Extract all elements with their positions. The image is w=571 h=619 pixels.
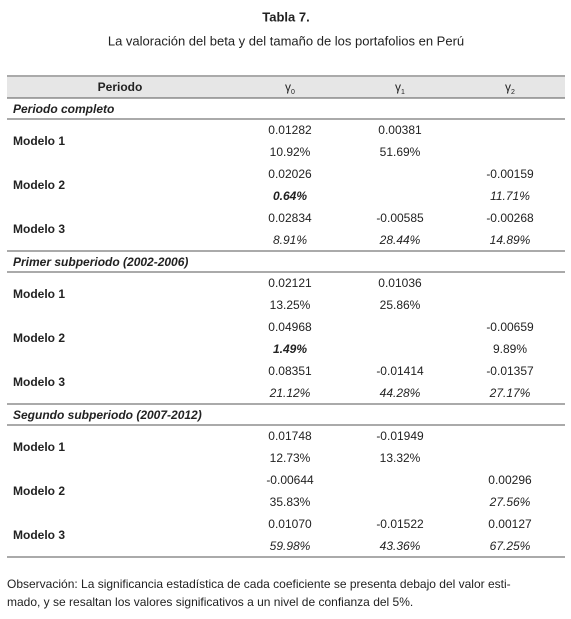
coefficient: 0.00381	[378, 123, 422, 137]
significance: 9.89%	[493, 342, 527, 356]
coefficient: 0.01282	[268, 123, 312, 137]
header-cell: γ0	[285, 80, 295, 96]
coefficient: 0.00296	[488, 473, 532, 487]
note-line: Observación: La significancia estadístic…	[7, 577, 511, 591]
significance: 10.92%	[270, 145, 311, 159]
significance: 14.89%	[490, 233, 531, 247]
coefficient: -0.00159	[486, 167, 534, 181]
significance: 43.36%	[380, 539, 421, 553]
coefficient: 0.08351	[268, 364, 312, 378]
header-cell: γ2	[505, 80, 515, 96]
significance: 27.56%	[489, 495, 531, 509]
significance: 8.91%	[273, 233, 307, 247]
header-cell: γ1	[395, 80, 405, 96]
significance: 11.71%	[490, 189, 530, 203]
row-label: Modelo 3	[13, 375, 65, 389]
significance: 25.86%	[380, 298, 421, 312]
gamma-symbol: γ	[505, 80, 511, 94]
row-label: Modelo 2	[13, 331, 65, 345]
coefficient: 0.00127	[488, 517, 532, 531]
coefficient: -0.00268	[486, 211, 534, 225]
gamma-symbol: γ	[395, 80, 401, 94]
row-label: Modelo 2	[13, 178, 65, 192]
coefficient: 0.02026	[268, 167, 312, 181]
significance: 13.25%	[270, 298, 311, 312]
coefficient: -0.01522	[376, 517, 424, 531]
significance: 35.83%	[270, 495, 311, 509]
title: Tabla 7.	[262, 9, 309, 24]
significance: 67.25%	[490, 539, 531, 553]
row-label: Modelo 2	[13, 484, 65, 498]
coefficient: 0.01036	[378, 276, 422, 290]
significance: 21.12%	[269, 386, 311, 400]
header-band	[7, 77, 565, 98]
significance: 0.64%	[273, 189, 307, 203]
header-cell: Periodo	[98, 80, 143, 94]
coefficient: -0.01357	[486, 364, 534, 378]
row-label: Modelo 1	[13, 440, 65, 454]
row-label: Modelo 3	[13, 528, 65, 542]
significance: 1.49%	[273, 342, 307, 356]
gamma-subscript: 2	[511, 89, 515, 96]
significance: 27.17%	[489, 386, 531, 400]
coefficient: 0.01070	[268, 517, 312, 531]
significance: 51.69%	[380, 145, 421, 159]
section-title: Segundo subperiodo (2007-2012)	[13, 408, 202, 422]
significance: 13.32%	[380, 451, 421, 465]
significance: 28.44%	[379, 233, 421, 247]
coefficient: 0.02834	[268, 211, 312, 225]
significance: 44.28%	[380, 386, 421, 400]
row-label: Modelo 3	[13, 222, 65, 236]
coefficient: -0.00644	[266, 473, 314, 487]
coefficient: 0.04968	[268, 320, 312, 334]
coefficient: -0.00659	[486, 320, 534, 334]
coefficient: 0.02121	[268, 276, 312, 290]
significance: 12.73%	[270, 451, 311, 465]
row-label: Modelo 1	[13, 287, 65, 301]
gamma-symbol: γ	[285, 80, 291, 94]
section-title: Primer subperiodo (2002-2006)	[13, 255, 188, 269]
coefficient: -0.01414	[376, 364, 424, 378]
gamma-subscript: 0	[291, 89, 295, 96]
section-title: Periodo completo	[13, 102, 114, 116]
gamma-subscript: 1	[401, 89, 405, 96]
coefficient: -0.01949	[376, 429, 424, 443]
subtitle: La valoración del beta y del tamaño de l…	[108, 33, 464, 48]
note-line: mado, y se resaltan los valores signific…	[7, 595, 413, 609]
coefficient: 0.01748	[268, 429, 312, 443]
coefficient: -0.00585	[376, 211, 424, 225]
significance: 59.98%	[270, 539, 311, 553]
row-label: Modelo 1	[13, 134, 65, 148]
